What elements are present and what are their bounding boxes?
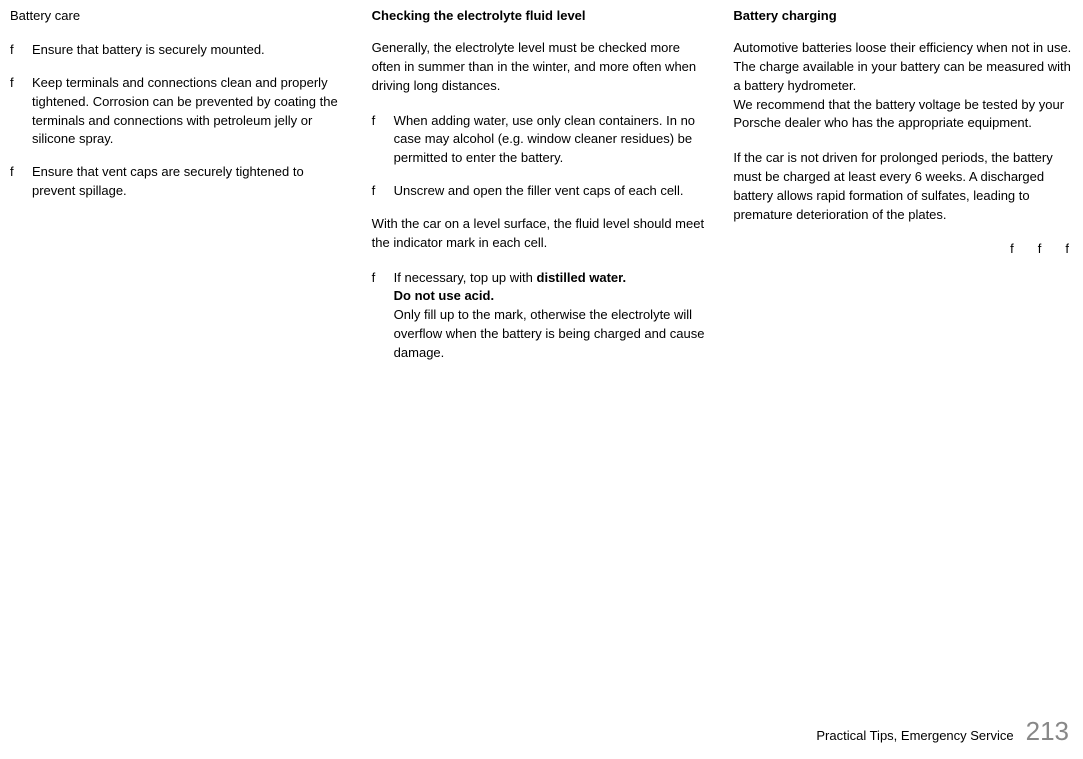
text-part: Only fill up to the mark, otherwise the … — [394, 307, 705, 360]
col3-p2: If the car is not driven for prolonged p… — [733, 149, 1073, 224]
page-number: 213 — [1026, 716, 1069, 747]
bullet-text: Ensure that battery is securely mounted. — [32, 41, 350, 60]
list-item: f Ensure that vent caps are securely tig… — [10, 163, 350, 201]
f-mark: f — [1010, 241, 1014, 256]
col2-mid: With the car on a level surface, the flu… — [372, 215, 712, 253]
bullet-text: Keep terminals and connections clean and… — [32, 74, 350, 149]
page-footer: Practical Tips, Emergency Service 213 — [816, 716, 1069, 747]
text-part: If necessary, top up with — [394, 270, 537, 285]
list-item: f If necessary, top up with distilled wa… — [372, 269, 712, 363]
col2-intro: Generally, the electrolyte level must be… — [372, 39, 712, 96]
f-mark: f — [1065, 241, 1069, 256]
bullet-marker: f — [10, 41, 32, 60]
text-bold: Do not use acid. — [394, 288, 494, 303]
column-2: Checking the electrolyte fluid level Gen… — [372, 8, 712, 377]
bullet-text: If necessary, top up with distilled wate… — [394, 269, 712, 363]
bullet-text: When adding water, use only clean contai… — [394, 112, 712, 169]
bullet-text: Unscrew and open the filler vent caps of… — [394, 182, 712, 201]
col3-title: Battery charging — [733, 8, 1073, 23]
bullet-marker: f — [10, 74, 32, 149]
bullet-text: Ensure that vent caps are securely tight… — [32, 163, 350, 201]
text-bold: distilled water. — [537, 270, 627, 285]
bullet-marker: f — [372, 112, 394, 169]
footer-section-title: Practical Tips, Emergency Service — [816, 728, 1013, 743]
col3-p1: Automotive batteries loose their efficie… — [733, 39, 1073, 133]
bullet-marker: f — [372, 182, 394, 201]
column-1: Battery care f Ensure that battery is se… — [10, 8, 350, 377]
list-item: f Unscrew and open the filler vent caps … — [372, 182, 712, 201]
bullet-marker: f — [10, 163, 32, 201]
col1-title: Battery care — [10, 8, 350, 23]
list-item: f Ensure that battery is securely mounte… — [10, 41, 350, 60]
column-3: Battery charging Automotive batteries lo… — [733, 8, 1073, 377]
col2-title: Checking the electrolyte fluid level — [372, 8, 712, 23]
f-mark: f — [1038, 241, 1042, 256]
bullet-marker: f — [372, 269, 394, 363]
triple-f-row: f f f — [733, 241, 1073, 256]
list-item: f Keep terminals and connections clean a… — [10, 74, 350, 149]
list-item: f When adding water, use only clean cont… — [372, 112, 712, 169]
